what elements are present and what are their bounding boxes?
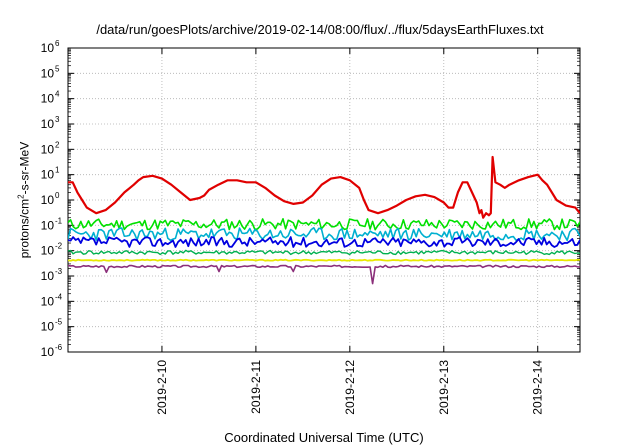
y-tick-exponent: -6: [55, 343, 63, 352]
y-tick-exponent: -1: [55, 216, 63, 225]
x-tick-label: 2019-2-10: [155, 360, 169, 415]
y-tick-label: 10: [41, 345, 55, 359]
series-line: [68, 236, 580, 248]
y-tick-exponent: 5: [55, 64, 60, 73]
y-tick-exponent: 0: [55, 191, 60, 200]
series-line: [68, 218, 580, 231]
y-tick-exponent: 2: [55, 140, 60, 149]
chart-title: /data/run/goesPlots/archive/2019-02-14/0…: [96, 22, 544, 37]
x-tick-label: 2019-2-13: [437, 360, 451, 415]
y-tick-exponent: -2: [55, 242, 63, 251]
y-tick-label: 10: [41, 41, 55, 55]
y-tick-label: 10: [41, 92, 55, 106]
y-tick-label: 10: [41, 320, 55, 334]
x-axis-label: Coordinated Universal Time (UTC): [224, 430, 424, 445]
y-tick-exponent: 3: [55, 115, 60, 124]
y-tick-exponent: 1: [55, 166, 60, 175]
x-tick-label: 2019-2-12: [343, 360, 357, 415]
y-tick-exponent: 6: [55, 39, 60, 48]
y-tick-label: 10: [41, 218, 55, 232]
y-tick-exponent: -3: [55, 267, 63, 276]
series-line: [68, 258, 580, 262]
y-tick-exponent: -4: [55, 292, 63, 301]
y-tick-label: 10: [41, 117, 55, 131]
y-tick-label: 10: [41, 142, 55, 156]
x-tick-label: 2019-2-14: [531, 360, 545, 415]
plot-frame: [67, 47, 581, 353]
y-tick-label: 10: [41, 168, 55, 182]
series-line: [68, 155, 580, 219]
series-line: [68, 264, 580, 285]
x-tick-label: 2019-2-11: [249, 360, 263, 414]
y-tick-label: 10: [41, 66, 55, 80]
y-tick-label: 10: [41, 193, 55, 207]
y-tick-label: 10: [41, 269, 55, 283]
y-tick-label: 10: [41, 294, 55, 308]
y-tick-label: 10: [41, 244, 55, 258]
y-tick-exponent: -5: [55, 318, 63, 327]
y-tick-exponent: 4: [55, 90, 60, 99]
series-line: [68, 249, 580, 256]
